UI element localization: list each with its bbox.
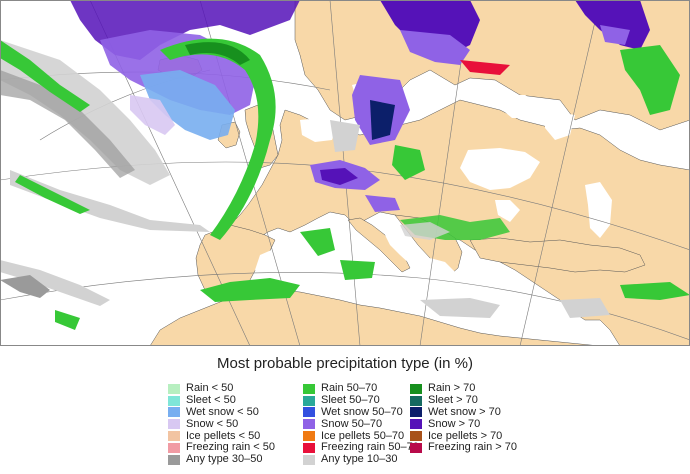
legend-swatch bbox=[168, 383, 180, 394]
legend-column: Rain > 70 Sleet > 70 Wet snow > 70 Snow > 7… bbox=[410, 383, 517, 454]
legend-item: Any type 10–30 bbox=[303, 454, 419, 466]
legend-column: Rain < 50 Sleet < 50 Wet snow < 50 Snow < 5… bbox=[168, 383, 275, 466]
legend-item: Snow > 70 bbox=[410, 418, 517, 430]
legend-swatch bbox=[168, 442, 180, 453]
legend-label: Wet snow > 70 bbox=[428, 405, 501, 418]
precipitation-map bbox=[0, 0, 690, 346]
legend-item: Wet snow 50–70 bbox=[303, 405, 419, 419]
precipitation-layer bbox=[0, 0, 690, 330]
legend-item: Ice pellets < 50 bbox=[168, 430, 275, 442]
legend-swatch bbox=[303, 431, 315, 442]
legend-item: Freezing rain > 70 bbox=[410, 442, 517, 454]
legend-label: Freezing rain < 50 bbox=[186, 441, 275, 454]
legend-item: Rain > 70 bbox=[410, 383, 517, 395]
legend-label: Ice pellets 50–70 bbox=[321, 429, 405, 442]
legend-label: Rain < 50 bbox=[186, 382, 234, 395]
legend-label: Snow < 50 bbox=[186, 417, 239, 430]
legend-swatch bbox=[303, 383, 315, 394]
legend-swatch bbox=[168, 419, 180, 430]
legend-item: Freezing rain < 50 bbox=[168, 442, 275, 454]
map-panel bbox=[0, 0, 690, 346]
legend-swatch bbox=[303, 454, 315, 465]
legend-title: Most probable precipitation type (in %) bbox=[217, 355, 473, 372]
legend-label: Rain > 70 bbox=[428, 382, 476, 395]
legend-label: Sleet 50–70 bbox=[321, 394, 380, 407]
legend-swatch bbox=[410, 395, 422, 406]
legend-swatch bbox=[410, 431, 422, 442]
legend-label: Sleet > 70 bbox=[428, 394, 478, 407]
legend-label: Wet snow < 50 bbox=[186, 405, 259, 418]
legend-label: Wet snow 50–70 bbox=[321, 405, 403, 418]
legend-label: Snow 50–70 bbox=[321, 417, 383, 430]
legend-swatch bbox=[168, 395, 180, 406]
legend-item: Ice pellets > 70 bbox=[410, 430, 517, 442]
legend-label: Rain 50–70 bbox=[321, 382, 378, 395]
legend-swatch bbox=[303, 407, 315, 418]
legend-label: Freezing rain 50–70 bbox=[321, 441, 419, 454]
legend-item: Rain 50–70 bbox=[303, 383, 419, 395]
legend-label: Snow > 70 bbox=[428, 417, 481, 430]
legend-item: Snow 50–70 bbox=[303, 418, 419, 430]
legend-swatch bbox=[168, 454, 180, 465]
legend-column: Rain 50–70 Sleet 50–70 Wet snow 50–70 Snow … bbox=[303, 383, 419, 466]
legend-item: Ice pellets 50–70 bbox=[303, 430, 419, 442]
legend-swatch bbox=[168, 407, 180, 418]
legend-swatch bbox=[410, 383, 422, 394]
legend-label: Ice pellets < 50 bbox=[186, 429, 261, 442]
legend-item: Freezing rain 50–70 bbox=[303, 442, 419, 454]
legend-label: Any type 30–50 bbox=[186, 453, 263, 466]
legend-item: Rain < 50 bbox=[168, 383, 275, 395]
legend-label: Sleet < 50 bbox=[186, 394, 236, 407]
legend: Rain < 50 Sleet < 50 Wet snow < 50 Snow < 5… bbox=[168, 383, 668, 473]
legend-item: Any type 30–50 bbox=[168, 454, 275, 466]
legend-item: Wet snow < 50 bbox=[168, 405, 275, 419]
legend-item: Sleet < 50 bbox=[168, 395, 275, 407]
legend-label: Ice pellets > 70 bbox=[428, 429, 503, 442]
legend-label: Any type 10–30 bbox=[321, 453, 398, 466]
legend-label: Freezing rain > 70 bbox=[428, 441, 517, 454]
legend-item: Sleet > 70 bbox=[410, 395, 517, 407]
legend-item: Wet snow > 70 bbox=[410, 405, 517, 419]
legend-swatch bbox=[410, 442, 422, 453]
legend-swatch bbox=[303, 395, 315, 406]
legend-swatch bbox=[410, 419, 422, 430]
legend-swatch bbox=[168, 431, 180, 442]
legend-item: Snow < 50 bbox=[168, 418, 275, 430]
legend-item: Sleet 50–70 bbox=[303, 395, 419, 407]
legend-swatch bbox=[303, 419, 315, 430]
legend-swatch bbox=[410, 407, 422, 418]
legend-swatch bbox=[303, 442, 315, 453]
